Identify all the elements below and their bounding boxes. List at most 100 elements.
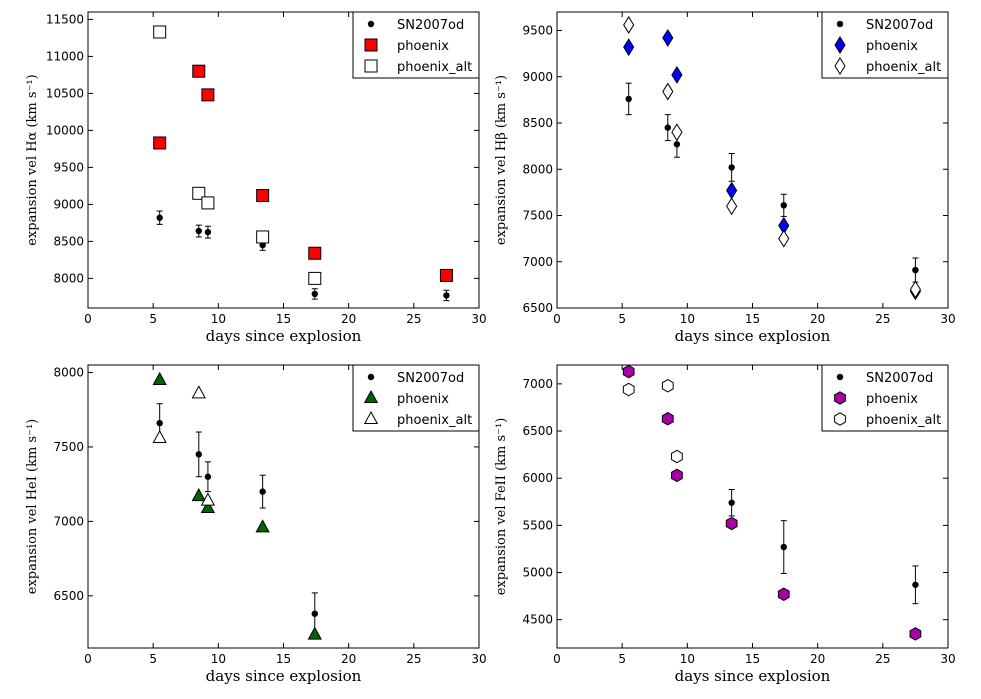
x-tick-label: 0	[553, 652, 561, 666]
x-tick-label: 5	[618, 652, 626, 666]
data-point-SN2007od	[625, 95, 632, 103]
x-tick-label: 5	[149, 312, 157, 326]
y-tick-label: 6500	[522, 424, 553, 438]
data-point-phoenix_alt	[200, 492, 216, 506]
x-tick-label: 15	[745, 652, 760, 666]
data-point-phoenix	[777, 587, 790, 602]
legend-marker-phoenix_alt	[364, 59, 378, 73]
y-tick-label: 8000	[53, 271, 84, 285]
data-point-SN2007od	[195, 451, 202, 458]
data-point-phoenix	[622, 365, 635, 379]
x-tick-label: 10	[680, 312, 695, 326]
x-tick-label: 30	[471, 312, 486, 326]
data-point-phoenix_alt	[778, 229, 790, 248]
x-tick-label: 15	[276, 652, 291, 666]
data-point-phoenix	[623, 38, 635, 57]
legend: SN2007od phoenix phoenix_alt	[821, 364, 949, 432]
data-point-phoenix	[200, 499, 216, 514]
series-SN2007od	[156, 210, 450, 302]
legend-label-SN2007od: SN2007od	[866, 371, 933, 386]
series-SN2007od	[156, 403, 318, 636]
y-tick-label: 10500	[46, 86, 84, 100]
data-layer	[623, 16, 922, 301]
data-point-phoenix_alt	[153, 25, 167, 39]
legend-marker-phoenix_alt	[834, 412, 846, 426]
legend-label-phoenix: phoenix	[397, 392, 449, 407]
legend-label-SN2007od: SN2007od	[866, 18, 933, 33]
y-tick-label: 7500	[53, 440, 84, 454]
x-tick-label: 25	[406, 652, 421, 666]
y-tick-label: 8500	[522, 116, 553, 130]
data-point-phoenix	[307, 626, 322, 640]
y-tick-label: 7000	[522, 255, 553, 269]
data-point-SN2007od	[311, 610, 318, 617]
y-axis-label: expansion vel Hα (km s⁻¹)	[25, 74, 40, 245]
x-tick-label: 0	[553, 312, 561, 326]
legend-label-phoenix_alt: phoenix_alt	[397, 413, 472, 428]
x-tick-label: 20	[341, 312, 356, 326]
data-point-phoenix_alt	[152, 429, 167, 444]
series-SN2007od	[728, 489, 919, 605]
data-point-phoenix_alt	[256, 230, 270, 244]
data-point-phoenix_alt	[671, 449, 683, 464]
data-point-phoenix_alt	[671, 123, 683, 142]
data-point-phoenix_alt	[623, 16, 635, 34]
data-point-phoenix	[662, 28, 674, 47]
legend-label-phoenix_alt: phoenix_alt	[866, 413, 941, 428]
y-tick-label: 5500	[522, 518, 553, 532]
x-tick-label: 25	[875, 312, 890, 326]
legend-label-phoenix: phoenix	[866, 392, 918, 407]
data-point-phoenix_alt	[726, 197, 738, 216]
y-tick-label: 6000	[522, 471, 553, 485]
legend-marker-phoenix	[364, 38, 378, 52]
data-point-phoenix	[256, 189, 270, 203]
x-tick-label: 15	[745, 312, 760, 326]
y-axis-label: expansion vel Hβ (km s⁻¹)	[494, 75, 509, 245]
legend-marker-SN2007od	[367, 20, 375, 28]
data-point-SN2007od	[156, 419, 163, 427]
y-tick-label: 7500	[522, 209, 553, 223]
x-tick-label: 20	[810, 312, 825, 326]
y-tick-label: 9000	[522, 70, 553, 84]
data-point-phoenix	[661, 411, 674, 426]
legend-marker-SN2007od	[367, 373, 375, 381]
data-point-phoenix_alt	[191, 385, 206, 399]
series-phoenix	[622, 365, 922, 641]
series-phoenix_alt	[622, 378, 683, 464]
data-point-SN2007od	[204, 228, 212, 236]
chart-panel-feii: 0 5 10 15 20 25 30 4500 5000 5500 6000 6500 7000 days…	[494, 364, 956, 685]
data-point-SN2007od	[673, 141, 681, 148]
data-point-phoenix_alt	[661, 378, 674, 393]
data-point-SN2007od	[204, 473, 212, 480]
y-tick-label: 4500	[522, 613, 553, 627]
data-layer	[622, 365, 922, 641]
data-point-phoenix	[152, 371, 167, 385]
x-tick-label: 10	[211, 312, 226, 326]
legend: SN2007od phoenix phoenix_alt	[352, 11, 480, 79]
x-tick-label: 15	[276, 312, 291, 326]
chart-panel-halpha: 0 5 10 15 20 25 30 8000 8500 9000 9500 10000 10500 11…	[25, 11, 487, 345]
data-point-SN2007od	[664, 124, 671, 131]
data-layer	[153, 25, 453, 302]
data-point-phoenix	[308, 246, 322, 260]
x-tick-label: 30	[940, 652, 955, 666]
data-point-SN2007od	[259, 241, 266, 249]
data-point-SN2007od	[195, 227, 202, 235]
data-point-SN2007od	[728, 499, 735, 506]
y-tick-label: 6500	[522, 301, 553, 315]
x-tick-label: 0	[84, 652, 92, 666]
legend-marker-phoenix	[363, 389, 379, 404]
data-point-phoenix	[192, 64, 206, 78]
x-axis-label: days since explosion	[675, 667, 831, 685]
legend-marker-SN2007od	[836, 20, 844, 28]
data-point-phoenix_alt	[201, 196, 215, 210]
x-tick-label: 5	[149, 652, 157, 666]
data-point-phoenix_alt	[192, 186, 206, 200]
data-point-phoenix_alt	[662, 82, 674, 101]
legend: SN2007od phoenix phoenix_alt	[352, 364, 480, 432]
legend-label-phoenix: phoenix	[397, 39, 449, 54]
x-tick-label: 0	[84, 312, 92, 326]
data-point-phoenix	[671, 65, 683, 84]
y-tick-label: 11500	[46, 12, 84, 26]
data-point-SN2007od	[259, 488, 266, 495]
